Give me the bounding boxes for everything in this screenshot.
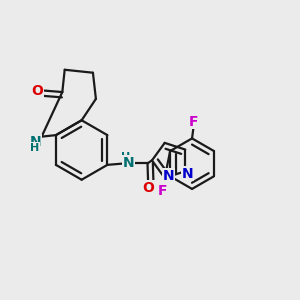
Text: H: H [121, 152, 130, 162]
Text: F: F [158, 184, 167, 198]
Text: H: H [31, 143, 40, 153]
Text: N: N [182, 167, 194, 181]
Text: O: O [142, 181, 154, 195]
Text: N: N [29, 135, 41, 149]
Text: N: N [123, 156, 135, 170]
Text: O: O [32, 84, 43, 98]
Text: N: N [162, 169, 174, 183]
Text: F: F [189, 115, 198, 129]
